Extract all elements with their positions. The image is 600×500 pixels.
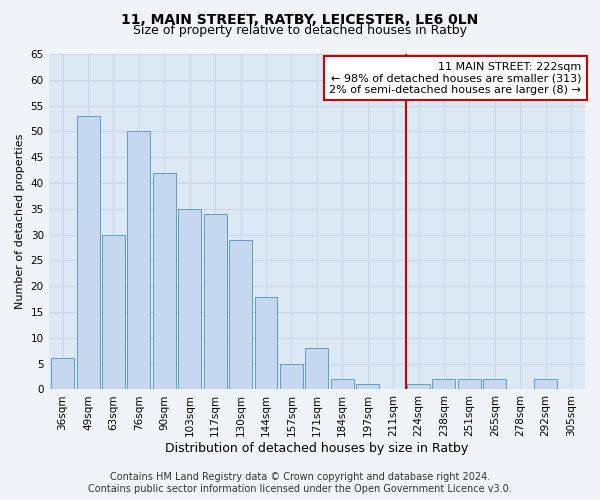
Bar xyxy=(356,384,379,390)
Text: Size of property relative to detached houses in Ratby: Size of property relative to detached ho… xyxy=(133,24,467,37)
Text: 11, MAIN STREET, RATBY, LEICESTER, LE6 0LN: 11, MAIN STREET, RATBY, LEICESTER, LE6 0… xyxy=(121,12,479,26)
Bar xyxy=(534,379,557,390)
Bar xyxy=(484,379,506,390)
Bar xyxy=(77,116,100,390)
Text: Contains HM Land Registry data © Crown copyright and database right 2024.
Contai: Contains HM Land Registry data © Crown c… xyxy=(88,472,512,494)
Bar xyxy=(458,379,481,390)
Bar xyxy=(102,234,125,390)
Bar xyxy=(331,379,353,390)
Bar xyxy=(178,209,201,390)
Bar xyxy=(433,379,455,390)
Bar xyxy=(280,364,303,390)
Text: 11 MAIN STREET: 222sqm
← 98% of detached houses are smaller (313)
2% of semi-det: 11 MAIN STREET: 222sqm ← 98% of detached… xyxy=(329,62,581,95)
Bar xyxy=(407,384,430,390)
Bar xyxy=(51,358,74,390)
X-axis label: Distribution of detached houses by size in Ratby: Distribution of detached houses by size … xyxy=(165,442,469,455)
Bar xyxy=(254,296,277,390)
Bar xyxy=(305,348,328,390)
Bar xyxy=(204,214,227,390)
Bar xyxy=(127,132,151,390)
Bar xyxy=(229,240,252,390)
Bar xyxy=(153,172,176,390)
Y-axis label: Number of detached properties: Number of detached properties xyxy=(15,134,25,310)
